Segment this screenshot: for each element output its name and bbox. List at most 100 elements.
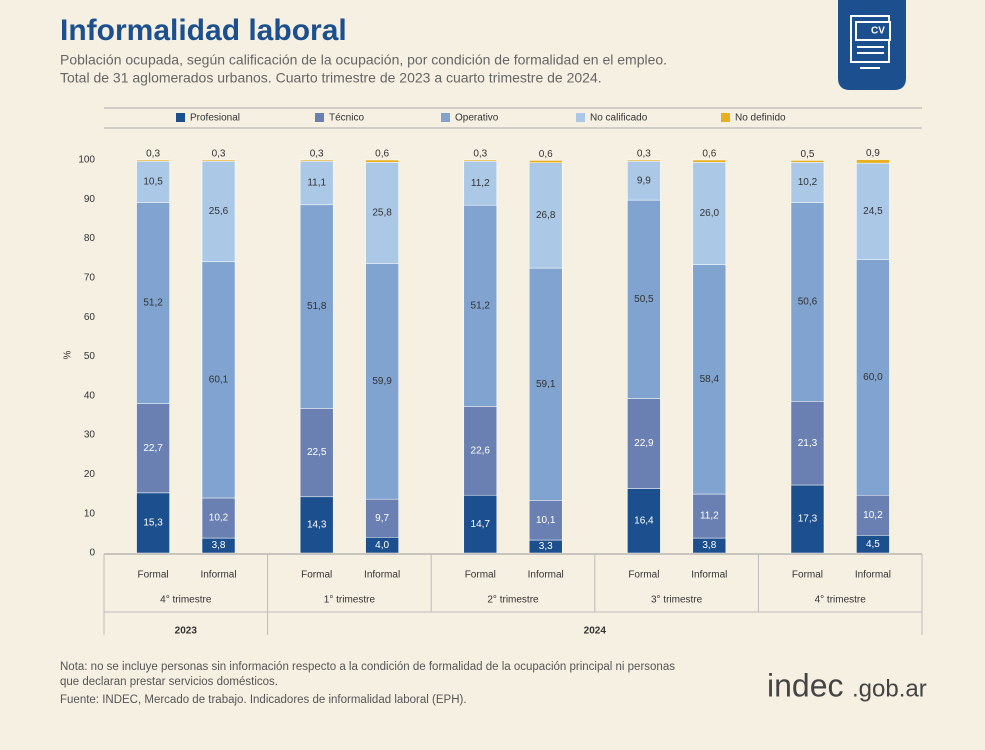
legend-label: Operativo bbox=[455, 113, 499, 124]
bar-segment bbox=[136, 492, 170, 554]
bar-segment bbox=[201, 497, 236, 539]
y-tick-label: 20 bbox=[84, 469, 96, 480]
y-tick-label: 30 bbox=[84, 430, 96, 441]
quarter-label: 3° trimestre bbox=[651, 595, 703, 606]
y-tick-label: 40 bbox=[84, 390, 96, 401]
logo-domain: .gob.ar bbox=[852, 675, 927, 702]
svg-text:CV: CV bbox=[871, 26, 885, 37]
value-label: 3,8 bbox=[702, 540, 716, 551]
legend-label: No calificado bbox=[590, 113, 648, 124]
bar-segment bbox=[365, 263, 399, 500]
quarter-label: 2° trimestre bbox=[487, 595, 539, 606]
quarter-label: 1° trimestre bbox=[324, 595, 376, 606]
y-tick-label: 50 bbox=[84, 351, 96, 362]
value-label: 14,3 bbox=[307, 520, 327, 531]
quarter-label: 4° trimestre bbox=[815, 595, 867, 606]
value-label: 25,6 bbox=[209, 206, 229, 217]
logo-name: indec bbox=[767, 667, 844, 703]
bar-segment bbox=[299, 204, 334, 409]
bar-segment bbox=[299, 408, 334, 498]
value-label: 0,3 bbox=[212, 149, 226, 160]
bar-segment bbox=[201, 159, 236, 162]
bar-segment bbox=[627, 488, 661, 554]
value-label: 51,2 bbox=[471, 300, 491, 311]
bar-segment bbox=[365, 159, 399, 163]
value-label: 22,5 bbox=[307, 447, 327, 458]
bar-segment bbox=[528, 162, 563, 269]
bar-segment bbox=[692, 162, 727, 265]
legend-swatch bbox=[315, 113, 324, 122]
y-tick-label: 10 bbox=[84, 508, 96, 519]
y-axis-label: % bbox=[63, 350, 74, 359]
bar-segment bbox=[463, 160, 498, 206]
y-tick-label: 60 bbox=[84, 312, 96, 323]
source: Fuente: INDEC, Mercado de trabajo. Indic… bbox=[60, 694, 467, 706]
value-label: 9,7 bbox=[375, 513, 389, 524]
value-label: 10,2 bbox=[798, 177, 818, 188]
value-label: 0,3 bbox=[310, 149, 324, 160]
year-label: 2024 bbox=[584, 626, 607, 637]
value-label: 51,2 bbox=[143, 298, 163, 309]
value-label: 14,7 bbox=[471, 519, 491, 530]
bar-segment bbox=[528, 267, 563, 501]
value-label: 22,9 bbox=[634, 438, 654, 449]
value-label: 59,9 bbox=[372, 376, 392, 387]
x-tick-label: Formal bbox=[628, 570, 659, 581]
value-label: 17,3 bbox=[798, 514, 818, 525]
bar-segment bbox=[627, 398, 661, 489]
y-tick-label: 0 bbox=[89, 548, 95, 559]
value-label: 0,6 bbox=[539, 149, 553, 160]
bar-segment bbox=[528, 160, 563, 164]
x-tick-label: Informal bbox=[528, 570, 564, 581]
legend-swatch bbox=[176, 113, 185, 122]
legend-swatch bbox=[441, 113, 450, 122]
value-label: 11,1 bbox=[307, 178, 326, 189]
x-tick-label: Informal bbox=[855, 570, 891, 581]
bar-segment bbox=[463, 159, 498, 162]
legend-label: Profesional bbox=[190, 113, 240, 124]
value-label: 26,0 bbox=[700, 208, 720, 219]
value-label: 0,9 bbox=[866, 148, 880, 159]
value-label: 11,2 bbox=[471, 178, 490, 189]
bar-segment bbox=[299, 160, 334, 206]
cv-icon: CV bbox=[838, 0, 906, 90]
x-tick-label: Formal bbox=[465, 570, 496, 581]
bar-segment bbox=[627, 199, 661, 399]
value-label: 0,3 bbox=[637, 149, 651, 160]
legend-label: Técnico bbox=[329, 113, 364, 124]
x-tick-label: Formal bbox=[301, 570, 332, 581]
value-label: 4,5 bbox=[866, 539, 880, 550]
bar-segment bbox=[201, 261, 236, 499]
value-label: 51,8 bbox=[307, 301, 327, 312]
x-tick-label: Formal bbox=[792, 570, 823, 581]
bar-segment bbox=[627, 160, 661, 201]
bar-segment bbox=[528, 500, 563, 541]
bar-segment bbox=[692, 493, 727, 539]
title: Informalidad laboral bbox=[60, 14, 347, 47]
legend-swatch bbox=[721, 113, 730, 122]
value-label: 15,3 bbox=[143, 518, 163, 529]
value-label: 0,6 bbox=[375, 149, 389, 160]
value-label: 0,6 bbox=[702, 149, 716, 160]
year-label: 2023 bbox=[175, 626, 198, 637]
note: Nota: no se incluye personas sin informa… bbox=[60, 661, 675, 673]
subtitle: Población ocupada, según calificación de… bbox=[60, 52, 667, 68]
value-label: 10,5 bbox=[143, 176, 163, 187]
value-label: 24,5 bbox=[863, 206, 883, 217]
value-label: 21,3 bbox=[798, 438, 818, 449]
bar-segment bbox=[365, 498, 399, 538]
y-tick-label: 90 bbox=[84, 194, 96, 205]
value-label: 22,6 bbox=[471, 445, 491, 456]
bar-segment bbox=[136, 159, 170, 162]
value-label: 22,7 bbox=[143, 443, 163, 454]
bar-segment bbox=[692, 159, 727, 163]
bar-segment bbox=[790, 162, 825, 203]
value-label: 25,8 bbox=[372, 208, 392, 219]
y-tick-label: 80 bbox=[84, 233, 96, 244]
x-tick-label: Formal bbox=[138, 570, 169, 581]
bar-segment bbox=[790, 160, 825, 163]
bar-segment bbox=[627, 159, 661, 162]
value-label: 0,5 bbox=[801, 149, 815, 160]
value-label: 26,8 bbox=[536, 210, 556, 221]
